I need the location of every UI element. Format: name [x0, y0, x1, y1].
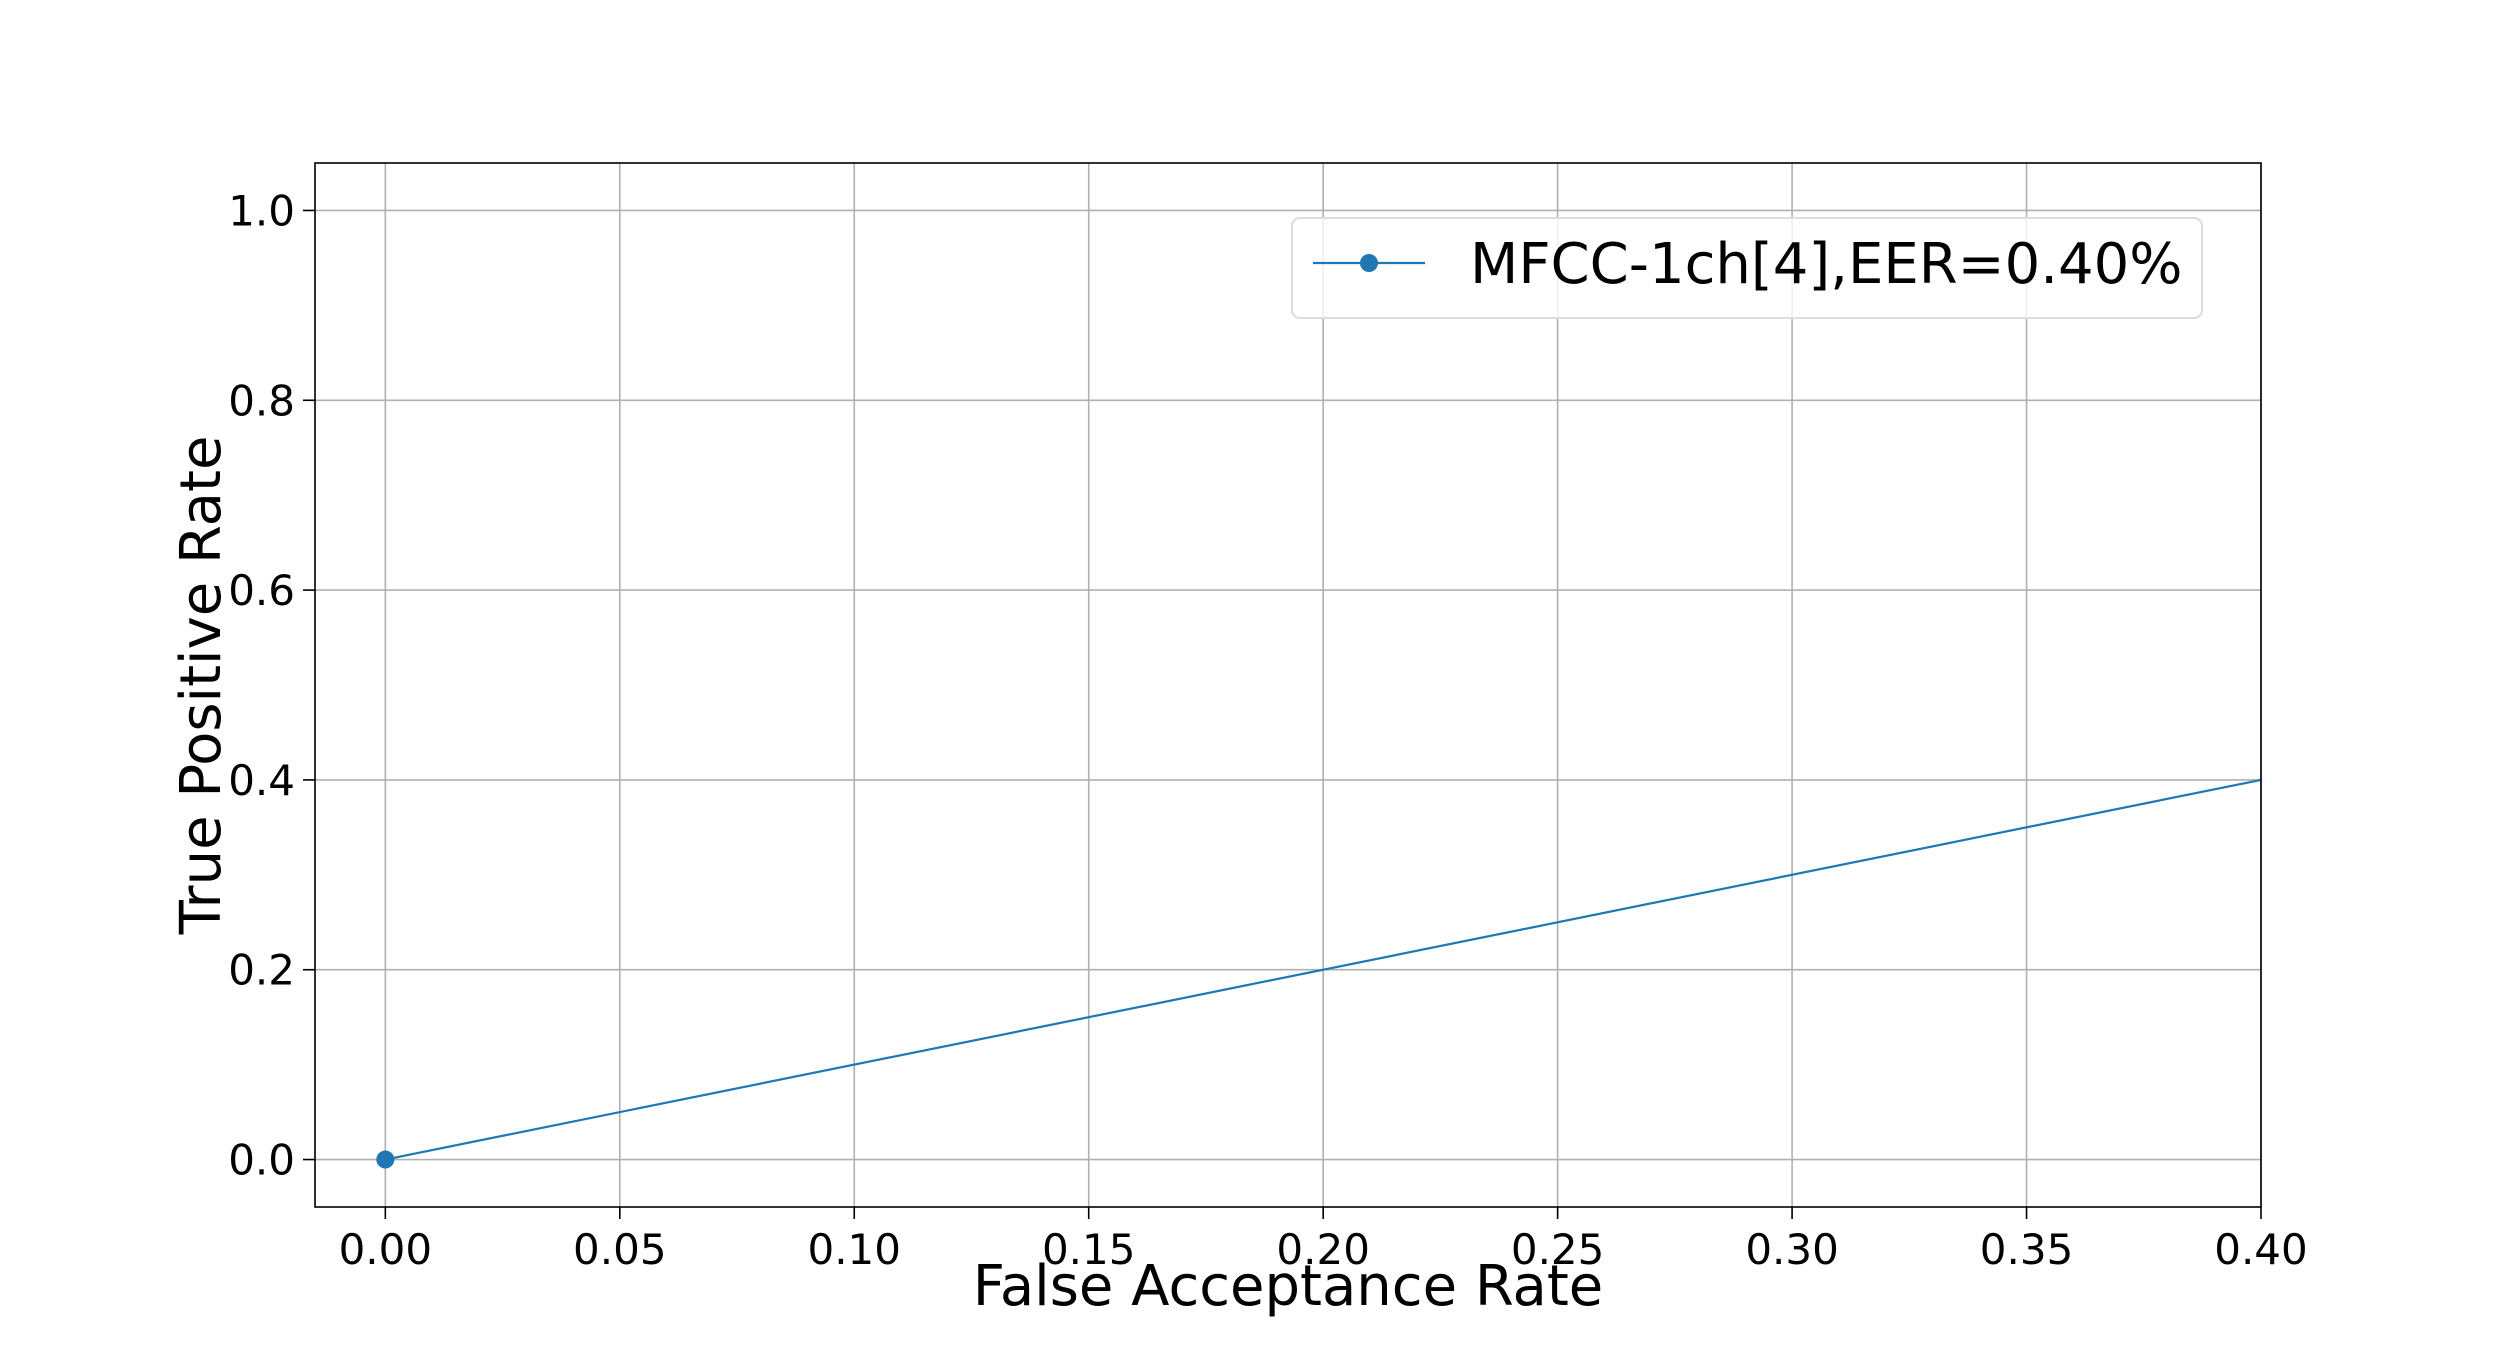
x-tick-label: 0.00	[339, 1225, 433, 1274]
x-tick-label: 0.10	[807, 1225, 901, 1274]
y-tick-label: 0.6	[228, 566, 295, 615]
legend: MFCC-1ch[4],EER=0.40%	[1291, 217, 2203, 319]
y-tick-label: 0.4	[228, 756, 295, 805]
x-tick-label: 0.30	[1745, 1225, 1839, 1274]
y-axis-title: True Positive Rate	[169, 436, 234, 936]
x-tick-label: 0.25	[1511, 1225, 1605, 1274]
x-tick-label: 0.35	[1980, 1225, 2074, 1274]
x-tick-label: 0.40	[2214, 1225, 2308, 1274]
series-line	[385, 778, 2262, 1161]
legend-marker	[1360, 254, 1378, 272]
legend-box	[1291, 217, 2203, 319]
grid	[315, 163, 2262, 1207]
x-tick-label: 0.05	[573, 1225, 667, 1274]
y-tick-label: 0.8	[228, 376, 295, 425]
data-point	[376, 1150, 395, 1169]
y-tick-label: 0.2	[228, 946, 295, 995]
x-axis-title: False Acceptance Rate	[973, 1254, 1604, 1319]
x-tick-label: 0.20	[1276, 1225, 1370, 1274]
y-tick-label: 1.0	[228, 186, 295, 235]
y-tick-label: 0.0	[228, 1136, 295, 1185]
tick-layer: 0.00 0.05 0.10 0.15 0.20 0.25 0.30 0.35 0.40 0.0 0…	[228, 186, 2308, 1274]
series-layer	[376, 778, 2262, 1169]
legend-label: MFCC-1ch[4],EER=0.40%	[1470, 232, 2182, 297]
x-tick-label: 0.15	[1042, 1225, 1136, 1274]
plot-frame	[314, 162, 2262, 1208]
